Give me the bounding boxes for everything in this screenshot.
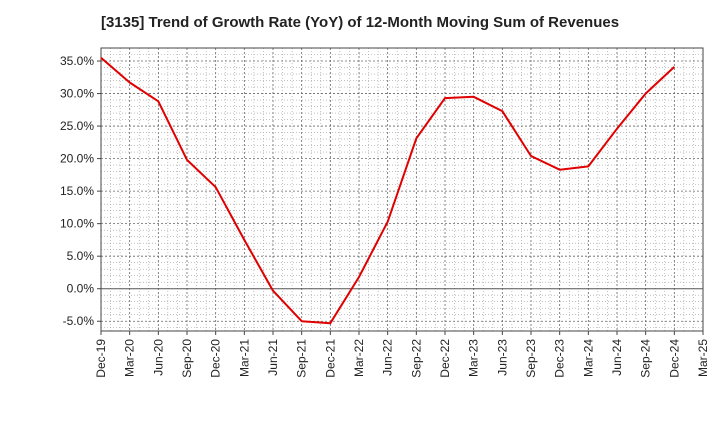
x-tick-label: Sep-22 xyxy=(409,339,423,378)
x-tick-label: Dec-19 xyxy=(94,339,108,378)
x-tick-label: Mar-20 xyxy=(123,339,137,377)
x-tick-label: Mar-21 xyxy=(237,339,251,377)
y-tick-label: 20.0% xyxy=(60,152,94,166)
x-tick-label: Dec-21 xyxy=(323,339,337,378)
x-tick-label: Dec-23 xyxy=(553,339,567,378)
x-tick-label: Sep-20 xyxy=(180,339,194,378)
x-tick-label: Sep-24 xyxy=(639,339,653,378)
y-tick-label: 5.0% xyxy=(67,249,95,263)
x-tick-label: Jun-21 xyxy=(266,339,280,376)
x-tick-label: Jun-22 xyxy=(381,339,395,376)
chart-title: [3135] Trend of Growth Rate (YoY) of 12-… xyxy=(100,14,620,31)
y-tick-label: -5.0% xyxy=(63,314,95,328)
x-tick-label: Mar-23 xyxy=(467,339,481,377)
y-tick-label: 35.0% xyxy=(60,54,94,68)
y-tick-label: 10.0% xyxy=(60,217,94,231)
x-tick-label: Jun-24 xyxy=(610,339,624,376)
x-tick-label: Sep-21 xyxy=(295,339,309,378)
x-tick-label: Dec-20 xyxy=(209,339,223,378)
x-tick-label: Mar-24 xyxy=(581,339,595,377)
plot-frame xyxy=(100,47,704,332)
y-tick-label: 25.0% xyxy=(60,119,94,133)
x-tick-label: Jun-23 xyxy=(495,339,509,376)
x-tick-label: Dec-22 xyxy=(438,339,452,378)
y-tick-label: 0.0% xyxy=(67,282,95,296)
x-tick-label: Jun-20 xyxy=(151,339,165,376)
x-tick-label: Mar-22 xyxy=(352,339,366,377)
y-tick-label: 15.0% xyxy=(60,184,94,198)
x-tick-label: Sep-23 xyxy=(524,339,538,378)
series-line xyxy=(100,57,675,325)
x-tick-label: Dec-24 xyxy=(667,339,681,378)
x-tick-label: Mar-25 xyxy=(696,339,710,377)
y-tick-label: 30.0% xyxy=(60,87,94,101)
